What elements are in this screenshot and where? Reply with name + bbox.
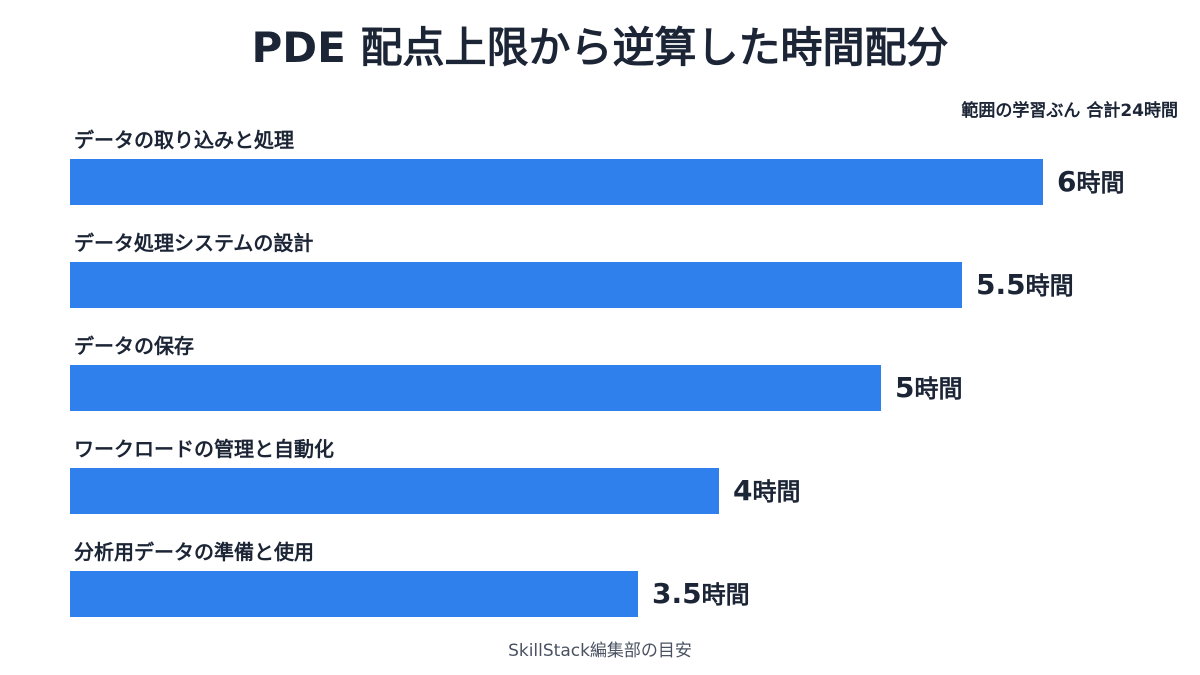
value-number: 5 (895, 371, 915, 404)
value-label: 5.5時間 (976, 262, 1074, 309)
bar (70, 571, 638, 617)
bar (70, 262, 962, 308)
value-unit: 時間 (1076, 169, 1125, 197)
value-label: 4時間 (733, 468, 800, 515)
category-label: データの取り込みと処理 (74, 128, 294, 152)
bar (70, 365, 881, 411)
bar (70, 159, 1043, 205)
chart-title: PDE 配点上限から逆算した時間配分 (251, 23, 949, 72)
category-label: 分析用データの準備と使用 (74, 540, 314, 564)
value-label: 5時間 (895, 365, 962, 412)
bar (70, 468, 719, 514)
category-label: ワークロードの管理と自動化 (74, 437, 334, 461)
total-hours-note: 範囲の学習ぶん 合計24時間 (961, 101, 1178, 121)
value-number: 4 (733, 474, 753, 507)
category-label: データの保存 (74, 334, 194, 358)
value-label: 3.5時間 (652, 571, 750, 618)
value-label: 6時間 (1057, 159, 1124, 206)
value-unit: 時間 (701, 581, 750, 609)
value-number: 5.5 (976, 268, 1026, 301)
value-unit: 時間 (914, 375, 963, 403)
source-note: SkillStack編集部の目安 (508, 641, 692, 661)
value-number: 6 (1057, 165, 1077, 198)
value-unit: 時間 (1025, 272, 1074, 300)
value-number: 3.5 (652, 577, 702, 610)
value-unit: 時間 (752, 478, 801, 506)
category-label: データ処理システムの設計 (74, 231, 314, 255)
